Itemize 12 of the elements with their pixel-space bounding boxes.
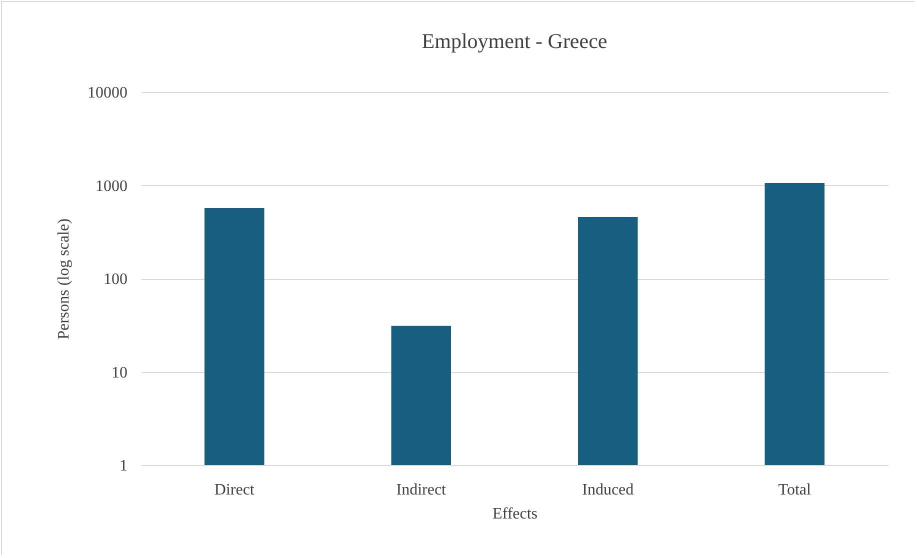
y-tick-label: 10 — [112, 364, 128, 382]
y-tick-label: 1000 — [96, 178, 128, 195]
x-tick-label: Induced — [582, 482, 634, 498]
y-tick-label: 100 — [104, 271, 128, 288]
chart-title: Employment - Greece — [422, 29, 608, 53]
x-tick-label: Direct — [214, 482, 255, 498]
y-tick-label: 1 — [120, 458, 128, 474]
x-tick-label: Indirect — [396, 482, 447, 498]
y-tick-label: 10000 — [88, 84, 128, 102]
x-tick-label: Total — [778, 482, 812, 498]
x-axis-title: Effects — [492, 506, 538, 522]
y-axis-title: Persons (log scale) — [56, 218, 72, 340]
